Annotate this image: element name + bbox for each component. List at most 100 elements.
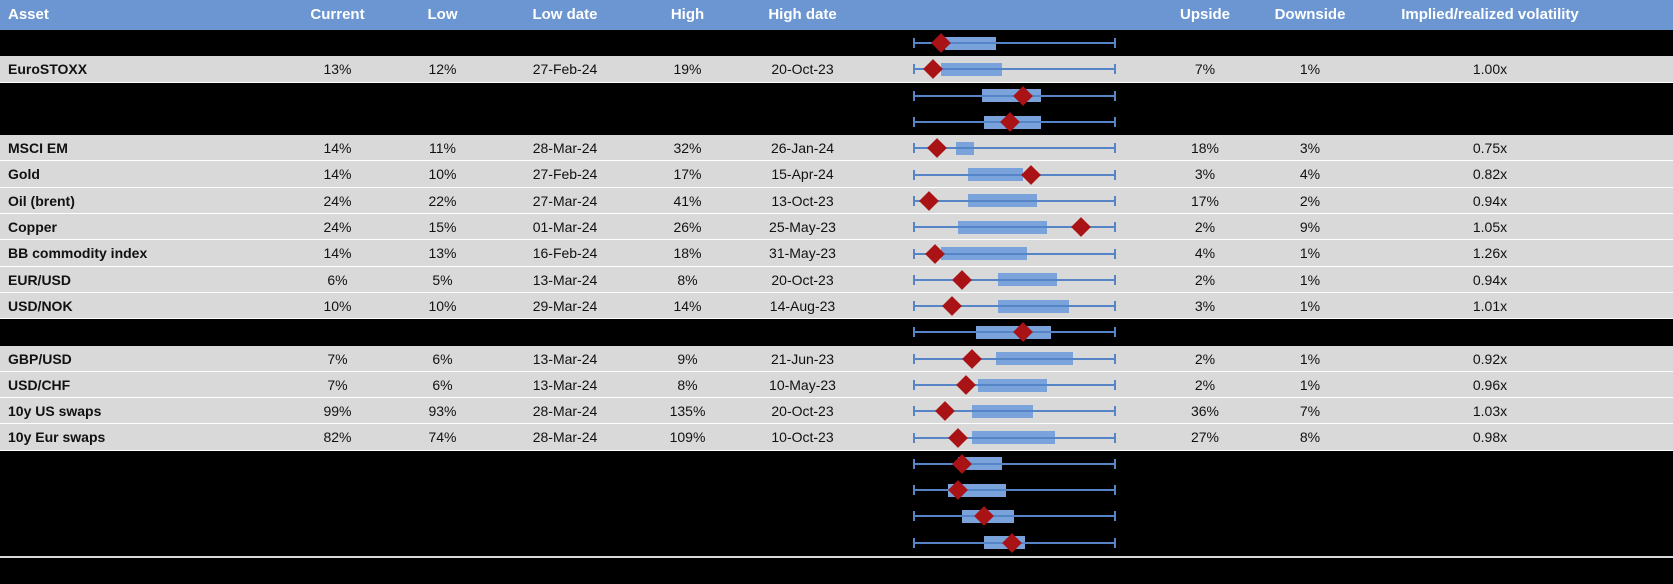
boxplot — [913, 214, 1116, 240]
boxplot — [913, 477, 1116, 503]
cell-high: 8% — [677, 376, 698, 393]
current-diamond-marker-icon — [1020, 164, 1041, 185]
boxplot — [913, 240, 1116, 266]
whisker-cap-left — [913, 169, 915, 180]
hidden-row — [0, 30, 1673, 57]
cell-upside: 2% — [1194, 271, 1216, 288]
current-diamond-marker-icon — [955, 375, 976, 395]
cell-implied: 1.05x — [1472, 219, 1508, 236]
cell-implied: 1.00x — [1472, 61, 1508, 78]
whisker-cap-right — [1114, 169, 1116, 180]
current-diamond-marker-icon — [961, 348, 982, 369]
boxplot — [913, 398, 1116, 424]
whisker-cap-right — [1114, 38, 1116, 49]
whisker-cap-left — [913, 38, 915, 49]
whisker-line — [913, 436, 1116, 439]
cell-implied: 1.26x — [1472, 245, 1508, 262]
cell-implied: 1.03x — [1472, 403, 1508, 420]
cell-lowdate: 28-Mar-24 — [532, 429, 598, 446]
cell-high: 19% — [673, 61, 702, 78]
whisker-cap-left — [913, 248, 915, 259]
cell-current: 14% — [323, 140, 352, 157]
column-header-lowdate: Low date — [532, 6, 598, 23]
whisker-cap-right — [1114, 353, 1116, 364]
whisker-line — [913, 147, 1116, 150]
boxplot — [913, 503, 1116, 529]
cell-downside: 2% — [1299, 192, 1321, 209]
table-row: 10y Eur swaps 82% 74% 28-Mar-24 109% 10-Oct-2… — [0, 424, 1673, 451]
cell-low: 15% — [428, 219, 457, 236]
cell-lowdate: 29-Mar-24 — [532, 297, 598, 314]
cell-highdate: 26-Jan-24 — [770, 140, 835, 157]
cell-implied: 0.82x — [1472, 166, 1508, 183]
cell-lowdate: 27-Feb-24 — [532, 61, 598, 78]
cell-lowdate: 28-Mar-24 — [532, 140, 598, 157]
boxplot — [913, 319, 1116, 345]
column-header-upside: Upside — [1179, 6, 1230, 23]
whisker-cap-left — [913, 274, 915, 285]
cell-downside: 1% — [1299, 376, 1321, 393]
cell-low: 13% — [428, 245, 457, 262]
cell-low: 22% — [428, 192, 457, 209]
whisker-cap-right — [1114, 248, 1116, 259]
table-row: Oil (brent) 24% 22% 27-Mar-24 41% 13-Oct-23 17… — [0, 187, 1673, 215]
cell-asset: Gold — [8, 166, 40, 183]
boxplot — [913, 188, 1116, 214]
cell-current: 99% — [323, 403, 352, 420]
cell-low: 10% — [428, 297, 457, 314]
whisker-cap-right — [1114, 432, 1116, 443]
table-row: GBP/USD 7% 6% 13-Mar-24 9% 21-Jun-23 2% 1% 0.92x — [0, 345, 1673, 372]
cell-highdate: 10-Oct-23 — [771, 429, 834, 446]
cell-downside: 1% — [1299, 245, 1321, 262]
cell-downside: 9% — [1299, 219, 1321, 236]
cell-lowdate: 16-Feb-24 — [532, 245, 598, 262]
whisker-line — [913, 357, 1116, 360]
table-body: EuroSTOXX 13% 12% 27-Feb-24 19% 20-Oct-23 7% 1%… — [0, 30, 1673, 556]
cell-asset: 10y Eur swaps — [8, 429, 106, 446]
whisker-cap-left — [913, 485, 915, 496]
cell-downside: 7% — [1299, 403, 1321, 420]
cell-asset: USD/NOK — [8, 297, 73, 314]
cell-high: 14% — [673, 297, 702, 314]
cell-high: 41% — [673, 192, 702, 209]
whisker-cap-right — [1114, 537, 1116, 548]
hidden-row — [0, 108, 1673, 136]
cell-implied: 1.01x — [1472, 297, 1508, 314]
whisker-cap-right — [1114, 327, 1116, 338]
boxplot — [913, 530, 1116, 556]
boxplot — [913, 56, 1116, 82]
cell-upside: 3% — [1194, 166, 1216, 183]
cell-implied: 0.75x — [1472, 140, 1508, 157]
cell-downside: 3% — [1299, 140, 1321, 157]
cell-high: 32% — [673, 140, 702, 157]
cell-low: 10% — [428, 166, 457, 183]
current-diamond-marker-icon — [923, 59, 944, 80]
whisker-cap-right — [1114, 380, 1116, 390]
boxplot — [913, 267, 1116, 293]
cell-downside: 1% — [1299, 271, 1321, 288]
cell-current: 14% — [323, 245, 352, 262]
cell-upside: 2% — [1194, 219, 1216, 236]
column-header-implied: Implied/realized volatility — [1401, 6, 1579, 23]
whisker-cap-right — [1114, 90, 1116, 101]
cell-highdate: 21-Jun-23 — [770, 350, 835, 367]
whisker-cap-right — [1114, 222, 1116, 233]
cell-upside: 17% — [1190, 192, 1220, 209]
whisker-cap-left — [913, 458, 915, 469]
cell-asset: BB commodity index — [8, 245, 148, 262]
cell-current: 24% — [323, 192, 352, 209]
whisker-cap-left — [913, 90, 915, 101]
header-row: Asset Current Low Low date High High date Upsi… — [0, 0, 1673, 30]
cell-asset: MSCI EM — [8, 140, 68, 157]
whisker-line — [913, 252, 1116, 255]
whisker-line — [913, 489, 1116, 492]
cell-highdate: 20-Oct-23 — [771, 403, 834, 420]
whisker-cap-left — [913, 222, 915, 233]
boxplot — [913, 372, 1116, 398]
cell-low: 11% — [429, 140, 456, 157]
whisker-line — [913, 42, 1116, 45]
column-header-current: Current — [310, 6, 365, 23]
cell-asset: GBP/USD — [8, 350, 72, 367]
table-row: USD/NOK 10% 10% 29-Mar-24 14% 14-Aug-23 3% 1% 1.… — [0, 292, 1673, 320]
